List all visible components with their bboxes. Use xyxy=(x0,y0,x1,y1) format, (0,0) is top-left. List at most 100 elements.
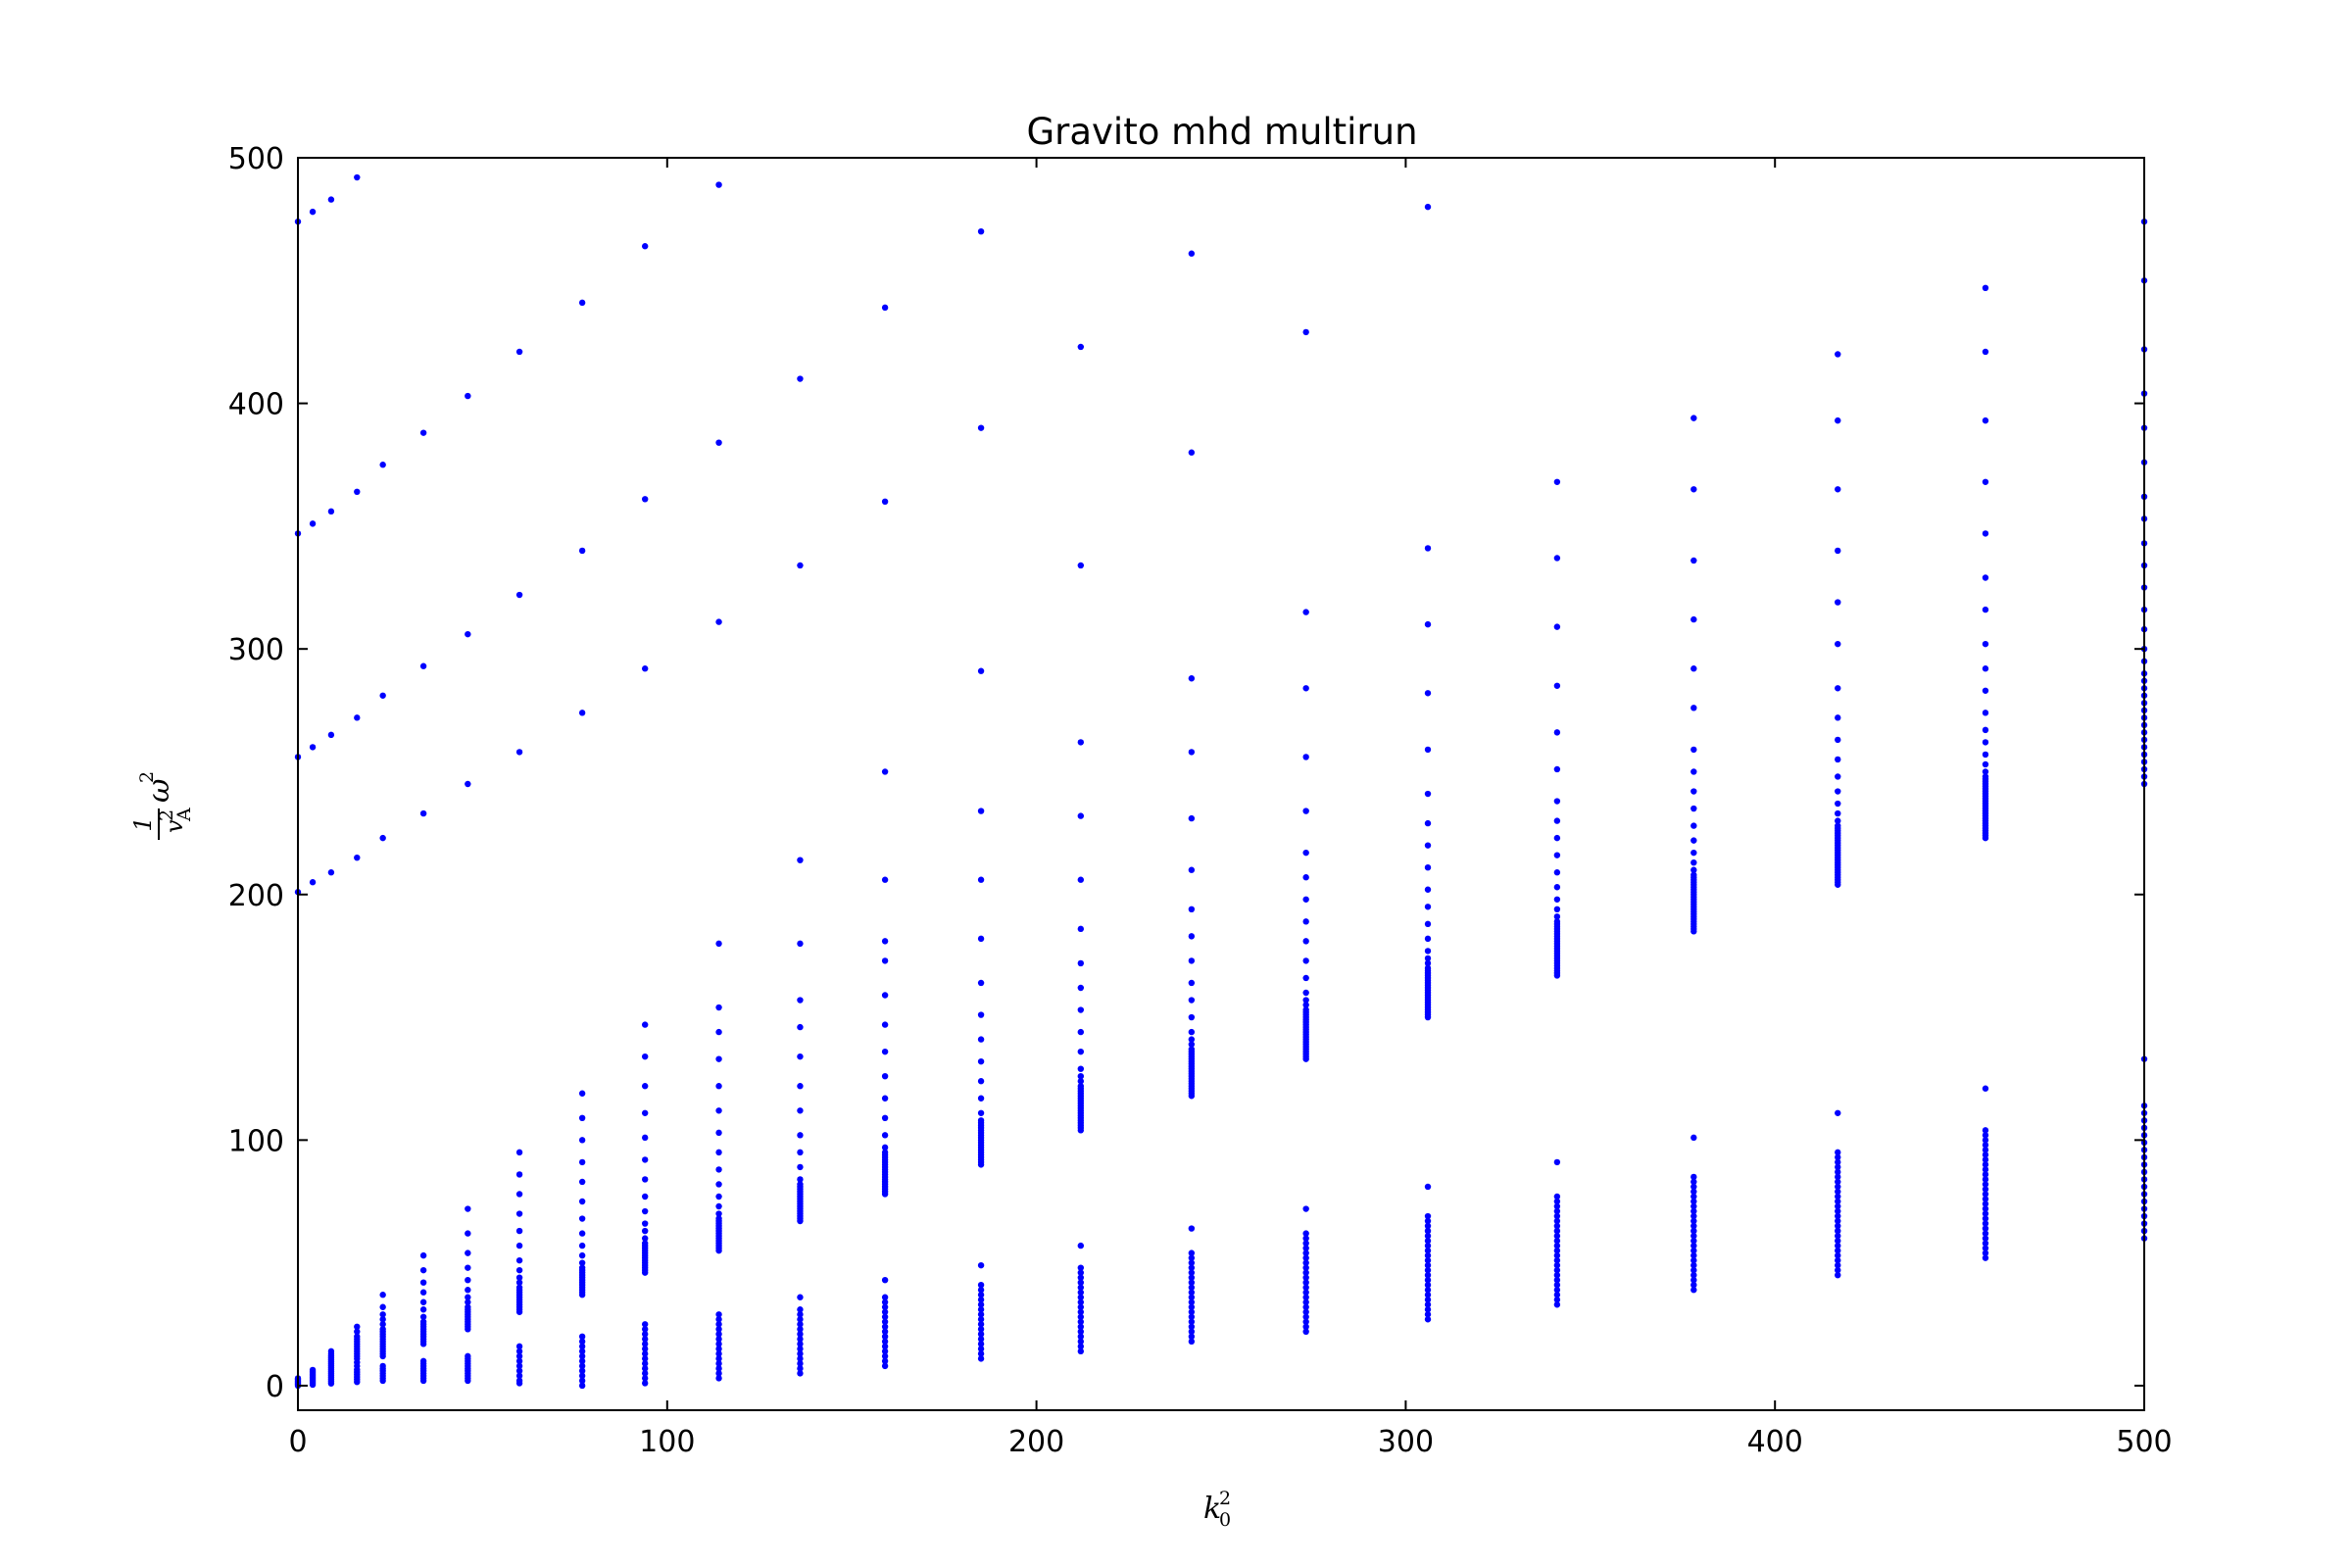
data-point xyxy=(1077,1323,1085,1331)
data-point xyxy=(797,375,804,382)
data-point xyxy=(1302,808,1309,814)
data-point xyxy=(881,1021,889,1028)
plot-area-frame xyxy=(297,157,2145,1411)
y-axis-label-denominator-sub: A xyxy=(173,808,195,822)
y-axis-label-sup: 2 xyxy=(136,771,158,783)
data-point xyxy=(1424,1183,1432,1191)
data-point xyxy=(1188,1284,1196,1291)
data-point xyxy=(881,1362,889,1370)
data-point xyxy=(1077,876,1085,883)
y-axis-label-base: ω xyxy=(142,779,176,803)
data-point xyxy=(797,1176,804,1183)
data-point xyxy=(1188,1298,1196,1305)
data-point xyxy=(1302,1284,1309,1291)
data-point xyxy=(1835,822,1841,829)
data-point xyxy=(1553,1207,1561,1215)
data-point xyxy=(1982,1215,1989,1222)
data-point xyxy=(1835,1153,1841,1161)
data-point xyxy=(977,1261,985,1269)
data-point xyxy=(578,1230,586,1237)
y-axis-label-denominator-sup: 2 xyxy=(156,809,177,821)
data-point xyxy=(715,439,722,446)
data-point xyxy=(1188,1294,1196,1300)
data-point xyxy=(578,1338,586,1346)
data-point xyxy=(379,462,386,468)
data-point xyxy=(379,1292,386,1298)
data-point xyxy=(1424,1222,1432,1230)
data-point xyxy=(797,1350,804,1357)
data-point xyxy=(578,1352,586,1360)
data-points xyxy=(294,173,2148,1390)
data-point xyxy=(1424,920,1432,928)
data-point xyxy=(715,1181,722,1188)
data-point xyxy=(1982,1127,1989,1134)
data-point xyxy=(1982,1210,1989,1217)
data-point xyxy=(1302,1250,1309,1256)
data-point xyxy=(1982,1176,1989,1183)
data-point xyxy=(1077,1242,1085,1250)
data-point xyxy=(641,1375,649,1382)
data-point xyxy=(715,1321,722,1328)
data-point xyxy=(1077,984,1085,992)
data-point xyxy=(327,1348,335,1355)
data-point xyxy=(419,662,427,669)
data-point xyxy=(1302,1279,1309,1286)
x-axis-label-sub: 0 xyxy=(1219,1509,1231,1531)
data-point xyxy=(881,992,889,999)
data-point xyxy=(881,1149,889,1156)
data-point xyxy=(1982,1196,1989,1202)
data-point xyxy=(1424,1276,1432,1284)
data-point xyxy=(1553,1227,1561,1235)
data-point xyxy=(1302,1230,1309,1237)
y-tick-label: 200 xyxy=(228,879,284,913)
data-point xyxy=(715,1360,722,1367)
data-point xyxy=(379,1326,386,1333)
data-point xyxy=(1188,1036,1196,1043)
data-point xyxy=(1553,1232,1561,1240)
data-point xyxy=(1982,773,1989,780)
data-point xyxy=(1835,351,1841,358)
data-point xyxy=(1302,1002,1309,1008)
data-point xyxy=(1982,1250,1989,1256)
data-point xyxy=(641,1193,649,1200)
data-point xyxy=(977,1346,985,1352)
data-point xyxy=(515,1279,523,1286)
data-point xyxy=(715,1193,722,1200)
data-point xyxy=(1424,1217,1432,1225)
data-point xyxy=(327,731,335,739)
data-point xyxy=(1982,1137,1989,1144)
data-point xyxy=(977,667,985,674)
data-point xyxy=(515,1352,523,1360)
data-point xyxy=(1302,974,1309,982)
data-point xyxy=(1690,1134,1697,1142)
data-point xyxy=(1077,1279,1085,1286)
data-point xyxy=(419,1251,427,1259)
data-point xyxy=(881,1294,889,1300)
data-point xyxy=(1982,1200,1989,1207)
x-axis-label-base: k xyxy=(1203,1492,1221,1526)
data-point xyxy=(1982,606,1989,613)
data-point xyxy=(1424,864,1432,871)
data-point xyxy=(1077,1328,1085,1336)
data-point xyxy=(1835,1158,1841,1166)
data-point xyxy=(1835,817,1841,824)
data-point xyxy=(715,1370,722,1377)
data-point xyxy=(797,1326,804,1333)
data-point xyxy=(578,547,586,555)
data-point xyxy=(797,1083,804,1090)
data-point xyxy=(1553,1158,1561,1166)
data-point xyxy=(419,809,427,817)
data-point xyxy=(715,1341,722,1348)
data-point xyxy=(1424,203,1432,211)
data-point xyxy=(465,1276,471,1284)
data-point xyxy=(578,1348,586,1355)
data-point xyxy=(1424,545,1432,552)
data-point xyxy=(1690,1227,1697,1235)
data-point xyxy=(1835,1188,1841,1196)
data-point xyxy=(1982,1240,1989,1247)
data-point xyxy=(881,1343,889,1350)
data-point xyxy=(977,1341,985,1348)
data-point xyxy=(1077,1333,1085,1341)
data-point xyxy=(1690,1222,1697,1230)
data-point xyxy=(1424,746,1432,754)
